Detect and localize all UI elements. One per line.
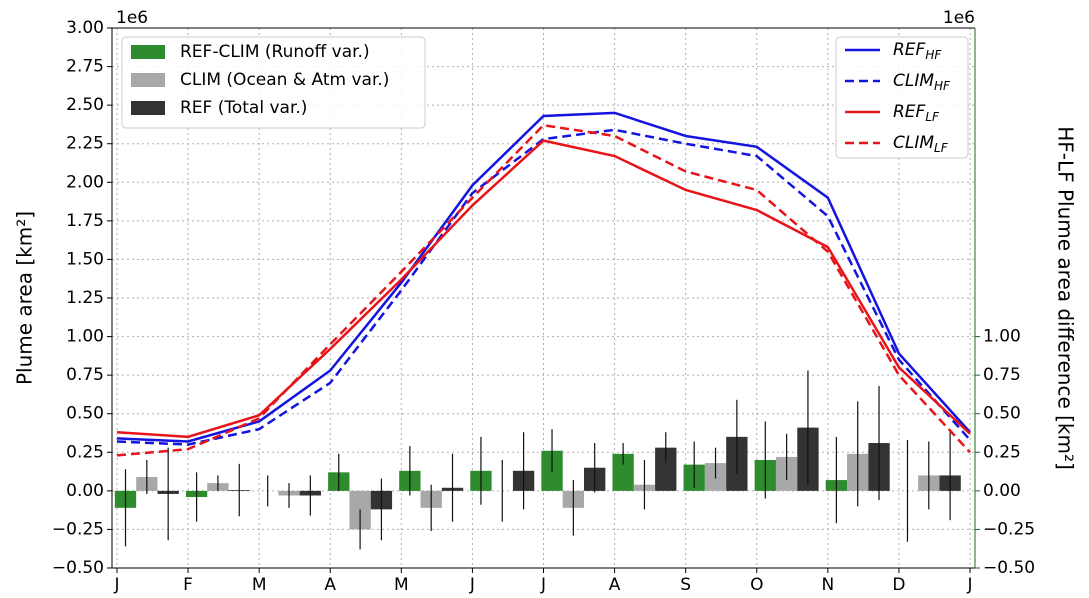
legend-label: REF-CLIM (Runoff var.) — [180, 42, 370, 62]
y-tick-label: 1.75 — [66, 211, 104, 231]
x-tick-label: A — [324, 575, 336, 595]
y-tick-label: 3.00 — [66, 18, 104, 38]
y-tick-label: 0.75 — [66, 365, 104, 385]
y-tick-label: 2.00 — [66, 172, 104, 192]
x-tick-label: A — [609, 575, 621, 595]
x-tick-label: O — [750, 575, 763, 595]
bar — [655, 447, 677, 491]
x-tick-label: M — [394, 575, 409, 595]
legend-label: CLIMLF — [893, 133, 949, 155]
legend-label: REFHF — [893, 40, 942, 62]
legend-label: CLIMHF — [893, 71, 951, 93]
legend-name: REF — [893, 40, 926, 60]
legend-box — [121, 36, 426, 129]
y-tick-label: 2.75 — [66, 57, 104, 77]
x-tick-label: D — [892, 575, 905, 595]
legend-label: CLIM (Ocean & Atm var.) — [180, 70, 389, 90]
y-tick-label: 1.50 — [66, 249, 104, 269]
x-tick-label: M — [252, 575, 267, 595]
y2-tick-label: 1.00 — [983, 327, 1021, 347]
y-tick-label: 1.25 — [66, 288, 104, 308]
y2-tick-label: 0.25 — [983, 442, 1021, 462]
legend-label: REFLF — [893, 102, 940, 124]
y-tick-label: 0.25 — [66, 442, 104, 462]
legend-swatch — [131, 45, 165, 59]
line — [116, 123, 971, 457]
y2-tick-label: −0.50 — [983, 558, 1035, 578]
x-tick-label: N — [821, 575, 834, 595]
x-tick-label: J — [540, 575, 546, 595]
y2-tick-label: 0.50 — [983, 404, 1021, 424]
x-tick-label: J — [469, 575, 475, 595]
line — [116, 139, 971, 439]
y-axis-label: Plume area [km²] — [13, 211, 37, 385]
y-tick-label: −0.50 — [52, 558, 104, 578]
legend-subscript: LF — [925, 110, 940, 124]
legend-swatch — [131, 101, 165, 115]
y2-tick-label: −0.25 — [983, 519, 1035, 539]
x-tick-label: J — [113, 575, 119, 595]
legend-name: REF — [893, 102, 926, 122]
legend-label: REF (Total var.) — [180, 98, 307, 118]
offset-label: 1e6 — [116, 8, 148, 28]
bar — [612, 453, 634, 491]
y-tick-label: 0.50 — [66, 404, 104, 424]
legend-subscript: LF — [934, 141, 949, 155]
legend-swatch — [131, 73, 165, 87]
y-tick-label: −0.25 — [52, 519, 104, 539]
legend-subscript: HF — [934, 79, 951, 93]
y-tick-label: 0.00 — [66, 481, 104, 501]
y-tick-label: 1.00 — [66, 327, 104, 347]
line — [116, 128, 971, 446]
x-tick-label: S — [680, 575, 691, 595]
x-tick-label: F — [183, 575, 193, 595]
legend-name: CLIM — [893, 133, 934, 153]
x-tick-label: J — [967, 575, 973, 595]
y-tick-label: 2.25 — [66, 134, 104, 154]
line — [116, 111, 971, 443]
legend-name: CLIM — [893, 71, 934, 91]
y-tick-label: 2.50 — [66, 95, 104, 115]
legend-box — [835, 36, 969, 159]
y2-tick-label: 0.00 — [983, 481, 1021, 501]
y2-offset-label: 1e6 — [943, 8, 975, 28]
y2-tick-label: 0.75 — [983, 365, 1021, 385]
legend-subscript: HF — [925, 48, 942, 62]
y2-axis-label: HF-LF Plume area difference [km²] — [1054, 126, 1078, 470]
